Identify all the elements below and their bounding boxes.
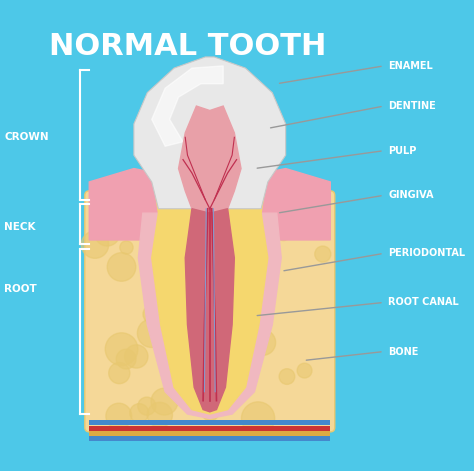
Circle shape	[241, 402, 275, 435]
Circle shape	[279, 369, 295, 384]
Text: BONE: BONE	[388, 347, 419, 357]
Circle shape	[299, 197, 329, 227]
Circle shape	[258, 202, 290, 233]
Text: ROOT: ROOT	[4, 284, 37, 294]
Bar	[89, 420, 330, 425]
Circle shape	[151, 388, 178, 415]
Polygon shape	[152, 66, 223, 146]
Circle shape	[272, 218, 291, 236]
Bar	[89, 426, 330, 430]
Circle shape	[109, 363, 130, 384]
Circle shape	[116, 205, 146, 235]
Circle shape	[147, 402, 173, 428]
Circle shape	[250, 330, 275, 356]
Circle shape	[256, 248, 270, 261]
FancyBboxPatch shape	[85, 191, 335, 432]
Circle shape	[278, 229, 290, 241]
Polygon shape	[138, 66, 281, 414]
Circle shape	[116, 349, 136, 369]
Circle shape	[106, 403, 132, 429]
Text: CROWN: CROWN	[4, 132, 49, 142]
Circle shape	[297, 363, 312, 378]
Polygon shape	[210, 209, 234, 412]
Polygon shape	[179, 106, 241, 213]
Bar	[89, 436, 330, 441]
Circle shape	[105, 333, 138, 365]
Polygon shape	[138, 213, 281, 419]
Text: ENAMEL: ENAMEL	[388, 61, 433, 71]
Circle shape	[137, 319, 166, 348]
Circle shape	[125, 216, 149, 240]
Circle shape	[120, 241, 133, 254]
Polygon shape	[89, 169, 330, 240]
Text: PULP: PULP	[388, 146, 417, 156]
Text: NECK: NECK	[4, 221, 36, 232]
Circle shape	[107, 252, 136, 281]
Text: ROOT CANAL: ROOT CANAL	[388, 298, 459, 308]
Text: NORMAL TOOTH: NORMAL TOOTH	[49, 32, 326, 61]
Circle shape	[315, 246, 331, 262]
Bar	[89, 431, 330, 436]
Polygon shape	[134, 57, 286, 209]
Circle shape	[82, 231, 109, 258]
Circle shape	[201, 403, 219, 421]
Polygon shape	[185, 209, 210, 412]
Text: DENTINE: DENTINE	[388, 101, 436, 111]
Circle shape	[138, 397, 156, 415]
Text: PERIODONTAL: PERIODONTAL	[388, 248, 465, 259]
Circle shape	[93, 215, 110, 233]
Text: GINGIVA: GINGIVA	[388, 190, 434, 200]
Circle shape	[143, 305, 161, 324]
Circle shape	[125, 345, 148, 368]
Circle shape	[130, 404, 149, 422]
Circle shape	[95, 221, 120, 246]
